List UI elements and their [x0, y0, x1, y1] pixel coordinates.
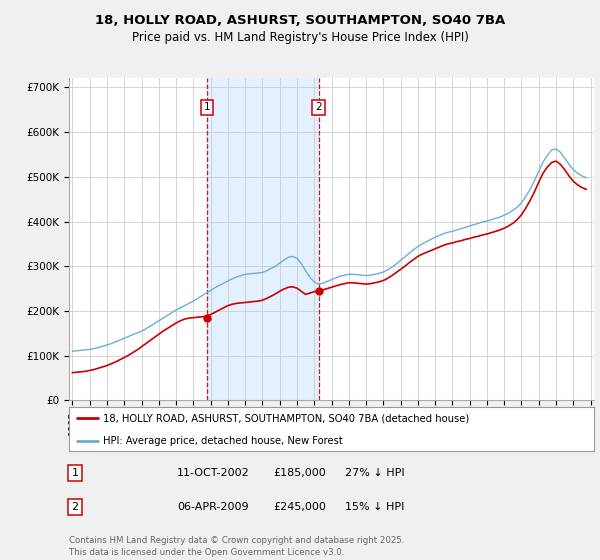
- Text: £185,000: £185,000: [273, 468, 326, 478]
- Text: £245,000: £245,000: [273, 502, 326, 512]
- Text: 1: 1: [203, 102, 210, 113]
- Text: 06-APR-2009: 06-APR-2009: [177, 502, 248, 512]
- Text: Contains HM Land Registry data © Crown copyright and database right 2025.
This d: Contains HM Land Registry data © Crown c…: [69, 536, 404, 557]
- Text: 18, HOLLY ROAD, ASHURST, SOUTHAMPTON, SO40 7BA (detached house): 18, HOLLY ROAD, ASHURST, SOUTHAMPTON, SO…: [103, 413, 469, 423]
- Text: 2: 2: [315, 102, 322, 113]
- Bar: [207, 78, 319, 400]
- Text: Price paid vs. HM Land Registry's House Price Index (HPI): Price paid vs. HM Land Registry's House …: [131, 31, 469, 44]
- Text: 27% ↓ HPI: 27% ↓ HPI: [345, 468, 404, 478]
- Text: 11-OCT-2002: 11-OCT-2002: [177, 468, 250, 478]
- Text: HPI: Average price, detached house, New Forest: HPI: Average price, detached house, New …: [103, 436, 343, 446]
- Text: 15% ↓ HPI: 15% ↓ HPI: [345, 502, 404, 512]
- Text: 1: 1: [71, 468, 79, 478]
- Text: 18, HOLLY ROAD, ASHURST, SOUTHAMPTON, SO40 7BA: 18, HOLLY ROAD, ASHURST, SOUTHAMPTON, SO…: [95, 14, 505, 27]
- Text: 2: 2: [71, 502, 79, 512]
